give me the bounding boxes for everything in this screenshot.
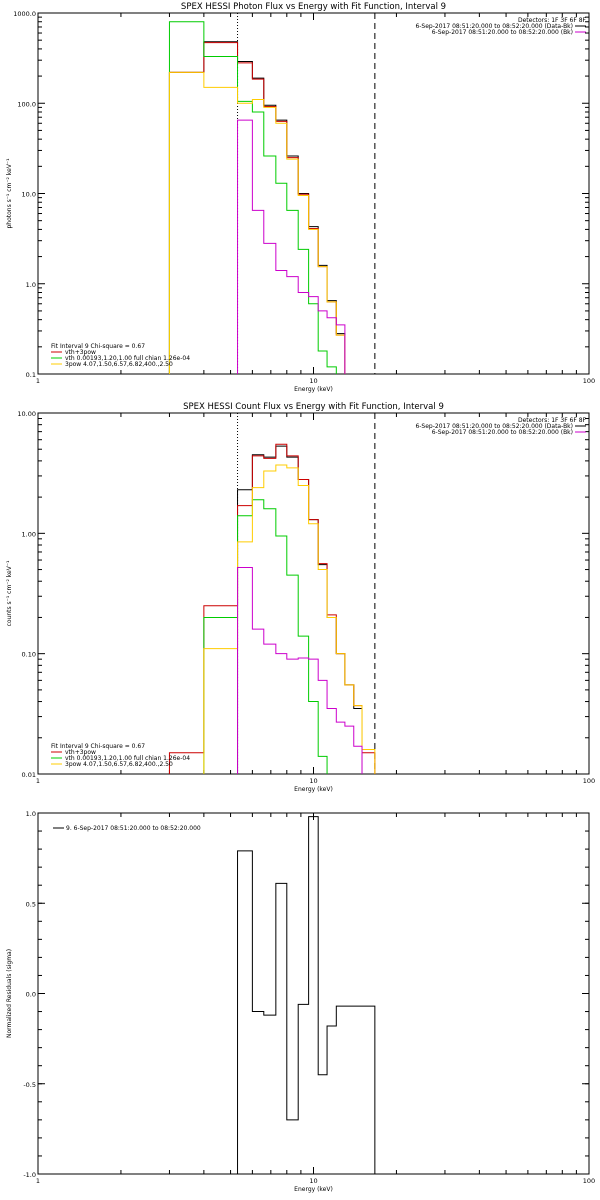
bottom-legend-text-0-2: vth 0.00193,1.20,1.00 full chian 1.26e-0… — [65, 355, 190, 362]
x-tick-label-2-1: 10 — [309, 1177, 317, 1185]
series-line-0-vth — [168, 21, 337, 374]
y-tick-label-0-4: 1000.0 — [13, 10, 36, 18]
bottom-legend-text-0-3: 3pow 4.07,1.50,6.57,6.82,400.,2.50 — [65, 361, 173, 368]
x-tick-label-1-1: 10 — [309, 777, 317, 785]
x-axis-label-2: Energy (keV) — [294, 1186, 333, 1193]
plot-frame-1 — [37, 412, 590, 775]
top-legend-text-1-1: 6-Sep-2017 08:51:20.000 to 08:52:20.000 … — [415, 423, 573, 430]
legend-text-2-0: 9. 6-Sep-2017 08:51:20.000 to 08:52:20.0… — [66, 825, 201, 832]
x-tick-label-2-0: 1 — [36, 1177, 40, 1185]
plot-frame-0 — [37, 12, 590, 375]
y-tick-label-1-2: 1.00 — [22, 530, 36, 538]
chart-title-1: SPEX HESSI Count Flux vs Energy with Fit… — [183, 402, 444, 412]
series-line-0-pow — [168, 71, 346, 374]
plot-frame-2 — [37, 812, 590, 1175]
series-line-1-pow — [203, 464, 376, 774]
bottom-legend-text-0-0: Fit Interval 9 Chi-square = 0.67 — [51, 343, 145, 350]
y-tick-label-2-2: 0.0 — [26, 991, 36, 999]
y-tick-label-1-1: 0.10 — [22, 651, 36, 659]
plot-series-group-2 — [237, 816, 376, 1174]
plot-series-group-1 — [168, 443, 376, 774]
y-axis-label-1: counts s⁻¹ cm⁻² keV⁻¹ — [6, 560, 13, 626]
chart-title-0: SPEX HESSI Photon Flux vs Energy with Fi… — [181, 2, 446, 12]
x-tick-label-0-2: 100 — [583, 377, 595, 385]
series-line-0-bk — [237, 119, 346, 374]
y-axis-label-0: photons s⁻¹ cm⁻² keV⁻¹ — [6, 158, 13, 229]
x-axis-label-1: Energy (keV) — [294, 786, 333, 793]
top-legend-text-1-0: Detectors: 1F 3F 6F 8F — [518, 417, 587, 424]
x-tick-label-2-2: 100 — [583, 1177, 595, 1185]
series-line-1-total — [237, 445, 363, 774]
bottom-legend-text-1-0: Fit Interval 9 Chi-square = 0.67 — [51, 743, 145, 750]
y-tick-label-0-2: 10.0 — [22, 191, 36, 199]
y-tick-label-0-0: 0.1 — [26, 371, 36, 379]
y-tick-label-2-4: 1.0 — [26, 810, 36, 818]
y-tick-label-2-3: 0.5 — [26, 900, 36, 908]
x-tick-label-1-0: 1 — [36, 777, 40, 785]
series-line-2-total — [237, 816, 376, 1174]
series-line-1-vth — [203, 499, 328, 774]
bottom-legend-text-0-1: vth+3pow — [65, 349, 96, 356]
y-tick-label-0-1: 1.0 — [26, 281, 36, 289]
top-legend-text-0-1: 6-Sep-2017 08:51:20.000 to 08:52:20.000 … — [415, 23, 573, 30]
bottom-legend-text-1-1: vth+3pow — [65, 749, 96, 756]
x-tick-label-0-0: 1 — [36, 377, 40, 385]
top-legend-text-0-0: Detectors: 1F 3F 6F 8F — [518, 17, 587, 24]
top-legend-text-0-2: 6-Sep-2017 08:51:20.000 to 08:52:20.000 … — [432, 29, 573, 36]
y-axis-label-2: Normalized Residuals (sigma) — [6, 949, 13, 1038]
plot-series-group-0 — [168, 21, 346, 374]
top-legend-text-1-2: 6-Sep-2017 08:51:20.000 to 08:52:20.000 … — [432, 429, 573, 436]
x-tick-label-1-2: 100 — [583, 777, 595, 785]
y-tick-label-0-3: 100.0 — [17, 100, 36, 108]
y-tick-label-1-0: 0.01 — [22, 771, 36, 779]
x-axis-label-0: Energy (keV) — [294, 386, 333, 393]
x-tick-label-0-1: 10 — [309, 377, 317, 385]
y-tick-label-2-1: -0.5 — [23, 1081, 36, 1089]
y-tick-label-1-3: 10.00 — [17, 410, 36, 418]
y-tick-label-2-0: -1.0 — [23, 1171, 36, 1179]
series-line-1-sum — [168, 443, 376, 774]
bottom-legend-text-1-2: vth 0.00193,1.20,1.00 full chian 1.26e-0… — [65, 755, 190, 762]
bottom-legend-text-1-3: 3pow 4.07,1.50,6.57,6.82,400.,2.50 — [65, 761, 173, 768]
series-line-1-bk — [237, 567, 363, 774]
